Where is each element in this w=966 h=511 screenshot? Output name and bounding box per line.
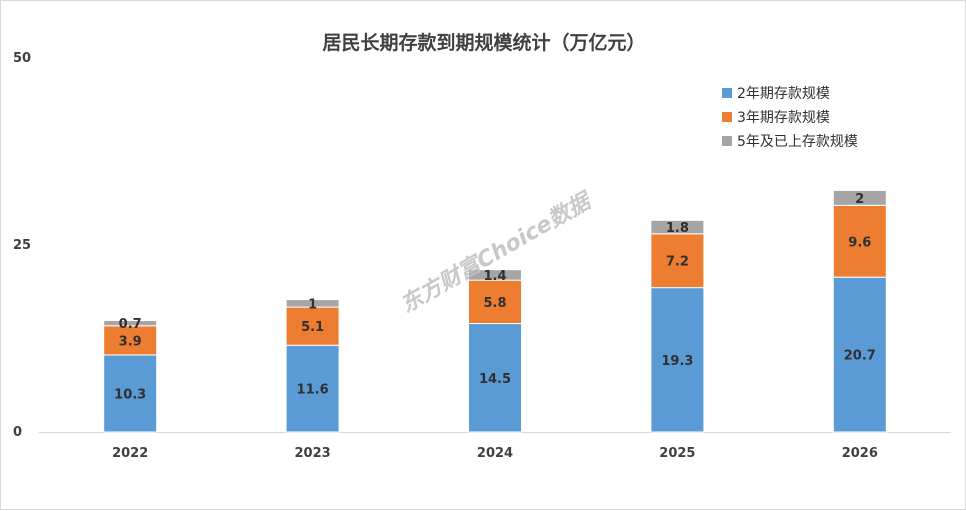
y-tick-label: 25	[13, 238, 31, 253]
bar-segment	[650, 219, 705, 235]
data-label: 5.8	[483, 296, 506, 311]
data-label: 1.8	[666, 221, 689, 236]
data-label: 7.2	[666, 255, 689, 270]
y-tick-label: 0	[13, 425, 22, 440]
bar-segment	[832, 276, 887, 433]
data-label: 1.4	[483, 269, 506, 284]
bar-segment	[650, 287, 705, 433]
data-label: 14.5	[479, 372, 511, 387]
data-label: 0.7	[119, 317, 142, 332]
legend: 2年期存款规模 3年期存款规模 5年及已上存款规模	[722, 86, 858, 150]
x-tick-label: 2026	[842, 446, 878, 461]
bar-segment	[832, 189, 887, 206]
legend-swatch	[722, 88, 732, 98]
chart-title: 居民长期存款到期规模统计（万亿元）	[322, 31, 645, 54]
x-tick-label: 2023	[295, 446, 331, 461]
data-label: 3.9	[119, 334, 142, 349]
bars-group	[103, 189, 887, 433]
bar-segment	[468, 269, 522, 281]
data-label: 19.3	[661, 354, 693, 369]
data-label: 10.3	[114, 387, 146, 402]
bar-segment	[285, 299, 340, 308]
y-axis: 0 25 50	[13, 51, 31, 440]
x-axis: 2022 2023 2024 2025 2026	[39, 432, 951, 461]
bar-segment	[650, 233, 705, 289]
data-label: 9.6	[848, 235, 871, 250]
bar-segment	[832, 204, 887, 278]
x-tick-label: 2022	[112, 446, 148, 461]
data-label: 20.7	[844, 349, 876, 364]
legend-swatch	[722, 136, 732, 146]
bar-segment	[103, 320, 158, 327]
legend-label: 3年期存款规模	[737, 110, 830, 126]
bar-segment	[468, 279, 522, 325]
y-tick-label: 50	[13, 51, 31, 66]
data-label: 11.6	[297, 383, 329, 398]
data-label: 5.1	[301, 320, 324, 335]
legend-label: 2年期存款规模	[737, 86, 830, 102]
x-tick-label: 2024	[477, 446, 513, 461]
legend-label: 5年及已上存款规模	[737, 134, 858, 150]
bar-segment	[285, 344, 340, 433]
bar-segment	[285, 306, 340, 346]
bar-segment	[103, 354, 158, 433]
data-label: 1	[308, 297, 317, 312]
data-labels-group: 10.3 3.9 0.7 11.6 5.1 1 14.5 5.8 1.4 19.3 7.2 1.8 20…	[114, 192, 876, 403]
data-label: 2	[855, 192, 864, 207]
bar-segment	[468, 323, 522, 433]
bar-segment	[103, 325, 158, 356]
legend-swatch	[722, 112, 732, 122]
x-tick-label: 2025	[659, 446, 695, 461]
